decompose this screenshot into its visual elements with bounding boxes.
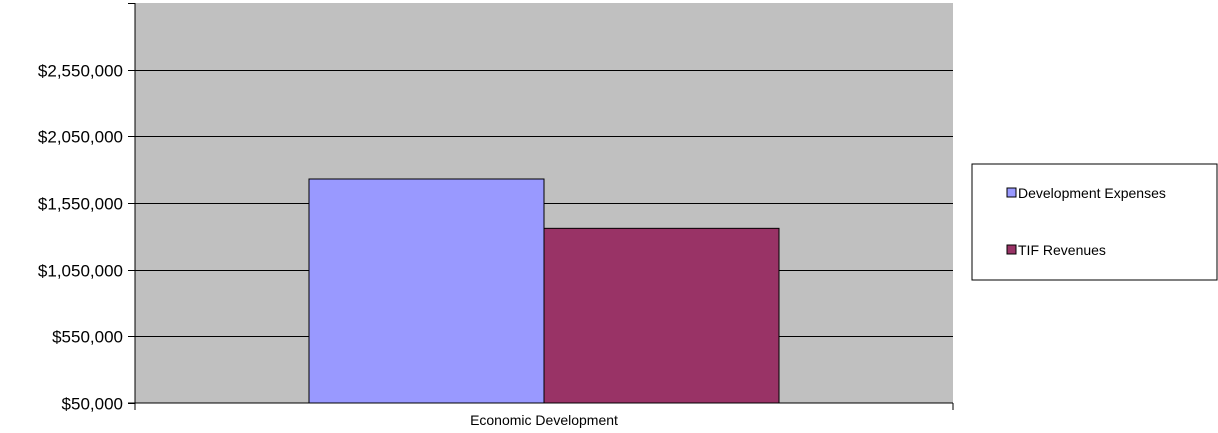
y-tick-label: $2,550,000 — [38, 62, 123, 81]
y-tick-label: $50,000 — [62, 395, 123, 414]
legend: Development Expenses TIF Revenues — [971, 163, 1218, 281]
bars — [308, 178, 780, 404]
y-tick-label: $1,050,000 — [38, 262, 123, 281]
x-category-label: Economic Development — [470, 412, 618, 428]
y-tick-label: $550,000 — [52, 328, 123, 347]
legend-label: Development Expenses — [1018, 185, 1166, 201]
y-tick-labels: $50,000 $550,000 $1,050,000 $1,550,000 $2,05… — [38, 62, 123, 414]
bar-development-expenses — [308, 178, 545, 404]
legend-swatch — [1006, 244, 1017, 255]
bar-tif-revenues — [543, 227, 780, 404]
legend-label: TIF Revenues — [1018, 242, 1106, 258]
x-category-labels: Economic Development — [470, 412, 618, 428]
axes — [128, 3, 954, 410]
legend-box — [971, 163, 1218, 281]
y-tick-label: $2,050,000 — [38, 128, 123, 147]
y-tick-label: $1,550,000 — [38, 195, 123, 214]
legend-swatch — [1006, 187, 1017, 198]
